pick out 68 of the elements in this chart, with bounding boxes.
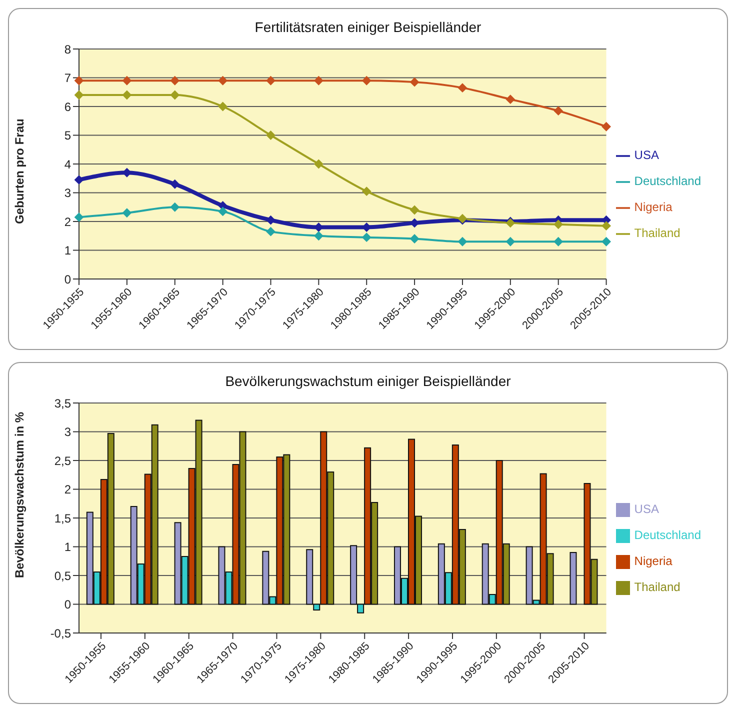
point — [506, 94, 515, 104]
legend-label: USA — [634, 502, 659, 516]
legend-label: Deutschland — [634, 528, 701, 542]
y-tick-label: 0,5 — [54, 568, 72, 583]
point — [122, 90, 132, 100]
point — [218, 206, 228, 216]
point — [170, 180, 180, 189]
point — [554, 220, 563, 229]
point — [314, 231, 324, 240]
y-tick-label: 3 — [64, 425, 72, 440]
point — [266, 130, 276, 140]
point — [458, 237, 467, 246]
point — [602, 221, 611, 230]
legend-label: Thailand — [634, 226, 680, 240]
legend-label: Thailand — [634, 580, 680, 594]
y-tick-label: 2 — [64, 214, 72, 229]
point — [218, 102, 228, 111]
point — [266, 76, 276, 86]
point — [554, 106, 563, 116]
y-tick-label: 5 — [64, 128, 72, 143]
point — [74, 175, 84, 184]
point — [122, 76, 132, 86]
y-axis-title: Geburten pro Frau — [12, 118, 26, 224]
point — [362, 186, 372, 196]
y-tick-label: 6 — [64, 100, 72, 114]
y-tick-label: 3 — [64, 186, 72, 200]
y-tick-label: 1,5 — [54, 511, 72, 526]
y-tick-label: 1 — [64, 540, 72, 554]
point — [170, 90, 180, 100]
y-tick-label: 4 — [64, 157, 72, 172]
point — [410, 206, 420, 214]
point — [410, 78, 420, 87]
y-axis-title: Bevölkerungswachstum in % — [12, 412, 26, 578]
chart-title: Bevölkerungswachstum einiger Beispielländer — [224, 372, 512, 391]
point — [362, 76, 372, 86]
point — [602, 122, 611, 132]
point — [458, 83, 467, 92]
legend-label: Nigeria — [634, 554, 672, 568]
point — [266, 227, 276, 236]
point — [170, 76, 180, 86]
y-tick-label: 3,5 — [54, 396, 72, 410]
point — [74, 90, 84, 100]
point — [122, 208, 132, 218]
point — [602, 237, 611, 246]
legend-label: USA — [634, 148, 659, 162]
bar — [570, 552, 577, 605]
point — [74, 76, 84, 86]
point — [218, 76, 228, 86]
legend-label: Nigeria — [634, 200, 672, 214]
y-tick-label: 8 — [64, 42, 72, 56]
point — [410, 234, 420, 244]
y-tick-label: 2,5 — [54, 454, 72, 468]
point — [314, 160, 324, 168]
point — [266, 216, 276, 225]
point — [362, 232, 372, 242]
y-tick-label: -0,5 — [50, 626, 72, 640]
point — [314, 76, 324, 86]
point — [170, 202, 180, 212]
chart-title: Fertilitätsraten einiger Beispielländer — [254, 18, 482, 37]
y-tick-label: 7 — [64, 71, 72, 86]
legend-label: Deutschland — [634, 174, 701, 188]
point — [554, 237, 563, 246]
y-tick-label: 0 — [64, 598, 72, 612]
y-tick-label: 1 — [64, 244, 72, 258]
y-tick-label: 0 — [64, 272, 72, 286]
point — [506, 237, 515, 246]
point — [74, 212, 84, 222]
y-tick-label: 2 — [64, 482, 72, 497]
